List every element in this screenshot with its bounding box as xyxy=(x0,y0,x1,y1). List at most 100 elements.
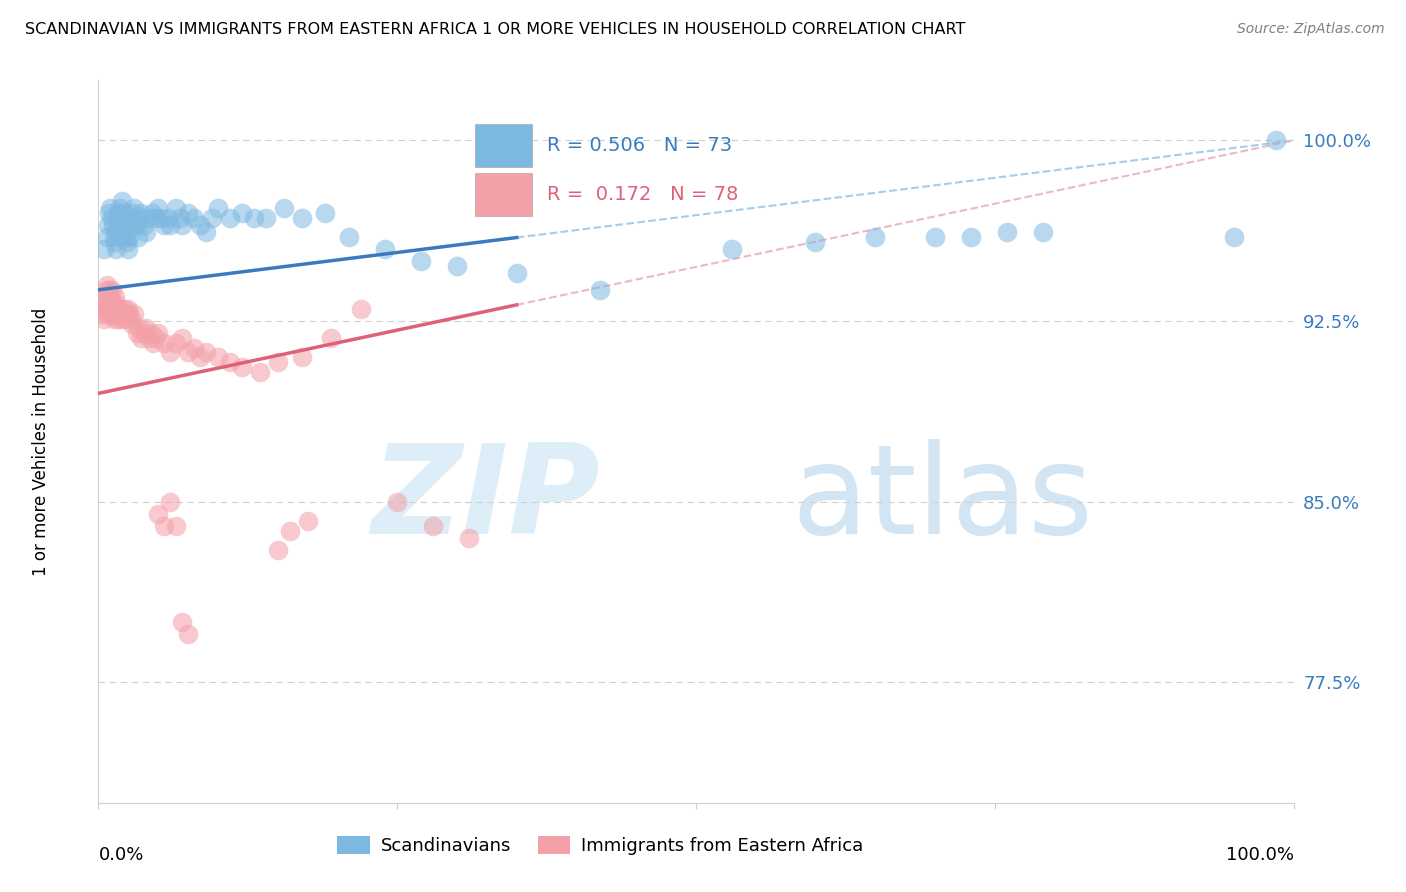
Text: Source: ZipAtlas.com: Source: ZipAtlas.com xyxy=(1237,22,1385,37)
Point xyxy=(110,307,132,321)
Point xyxy=(297,514,319,528)
Point xyxy=(107,307,129,321)
Point xyxy=(112,205,135,219)
Point xyxy=(120,211,142,225)
Point xyxy=(141,205,163,219)
Point xyxy=(177,345,200,359)
Point xyxy=(267,355,290,369)
Point xyxy=(148,201,170,215)
Point xyxy=(924,230,946,244)
Point xyxy=(114,301,136,316)
Point xyxy=(91,307,114,321)
Point xyxy=(267,542,290,557)
Point xyxy=(98,301,121,316)
Point xyxy=(135,225,157,239)
Point xyxy=(145,211,167,225)
Point xyxy=(110,230,132,244)
Point xyxy=(172,615,194,629)
Point xyxy=(129,211,152,225)
Point xyxy=(153,335,176,350)
Point xyxy=(125,218,148,232)
Point xyxy=(121,317,143,331)
Point xyxy=(105,297,128,311)
Point xyxy=(101,307,124,321)
Point xyxy=(153,218,176,232)
Point xyxy=(339,230,361,244)
Text: SCANDINAVIAN VS IMMIGRANTS FROM EASTERN AFRICA 1 OR MORE VEHICLES IN HOUSEHOLD C: SCANDINAVIAN VS IMMIGRANTS FROM EASTERN … xyxy=(25,22,966,37)
Point xyxy=(122,205,145,219)
Point xyxy=(254,211,277,225)
Point xyxy=(231,359,253,374)
Point xyxy=(98,283,121,297)
FancyBboxPatch shape xyxy=(475,173,533,216)
Point xyxy=(422,518,444,533)
Point xyxy=(315,205,337,219)
Point xyxy=(94,301,117,316)
Point xyxy=(273,201,295,215)
Point xyxy=(97,218,120,232)
Point xyxy=(1264,133,1286,147)
Point xyxy=(127,230,149,244)
Point xyxy=(321,331,343,345)
Point xyxy=(107,301,129,316)
Point xyxy=(172,331,194,345)
Text: atlas: atlas xyxy=(792,439,1094,560)
Point xyxy=(165,201,187,215)
Point xyxy=(90,297,112,311)
Point xyxy=(114,218,136,232)
Point xyxy=(94,283,117,297)
Point xyxy=(219,211,242,225)
Point xyxy=(103,230,125,244)
Point xyxy=(172,218,194,232)
Point xyxy=(188,350,211,364)
Point xyxy=(411,253,433,268)
Point xyxy=(589,283,612,297)
Point xyxy=(96,230,118,244)
Point xyxy=(132,326,155,340)
Point xyxy=(145,331,167,345)
Point xyxy=(96,297,118,311)
Point xyxy=(124,201,146,215)
Point xyxy=(107,205,129,219)
Point xyxy=(159,218,181,232)
Text: R =  0.172   N = 78: R = 0.172 N = 78 xyxy=(547,185,738,204)
Point xyxy=(115,230,138,244)
Point xyxy=(108,218,131,232)
Point xyxy=(183,211,205,225)
Point xyxy=(207,201,229,215)
Point xyxy=(865,230,887,244)
Point xyxy=(506,266,529,280)
Point xyxy=(101,218,124,232)
Text: ZIP: ZIP xyxy=(371,439,600,560)
Point xyxy=(291,350,314,364)
Point xyxy=(1223,230,1246,244)
Point xyxy=(169,211,191,225)
Point xyxy=(385,494,409,508)
Point xyxy=(105,242,128,256)
Point xyxy=(105,307,128,321)
Point xyxy=(159,345,181,359)
Point xyxy=(108,201,131,215)
Point xyxy=(132,218,155,232)
Point xyxy=(159,494,181,508)
Point xyxy=(374,242,396,256)
Point xyxy=(139,326,162,340)
Point xyxy=(721,242,744,256)
Point xyxy=(115,311,138,326)
Point xyxy=(104,235,127,249)
Point xyxy=(117,301,139,316)
Point xyxy=(100,211,122,225)
Point xyxy=(165,518,187,533)
Point xyxy=(149,211,172,225)
Point xyxy=(156,211,179,225)
Point xyxy=(103,297,125,311)
Text: 1 or more Vehicles in Household: 1 or more Vehicles in Household xyxy=(32,308,51,575)
Point xyxy=(231,205,253,219)
Point xyxy=(93,242,115,256)
Point xyxy=(153,518,176,533)
Point xyxy=(131,205,153,219)
Point xyxy=(101,301,124,316)
Text: 0.0%: 0.0% xyxy=(98,847,143,864)
Point xyxy=(111,194,134,208)
Point xyxy=(278,524,301,538)
